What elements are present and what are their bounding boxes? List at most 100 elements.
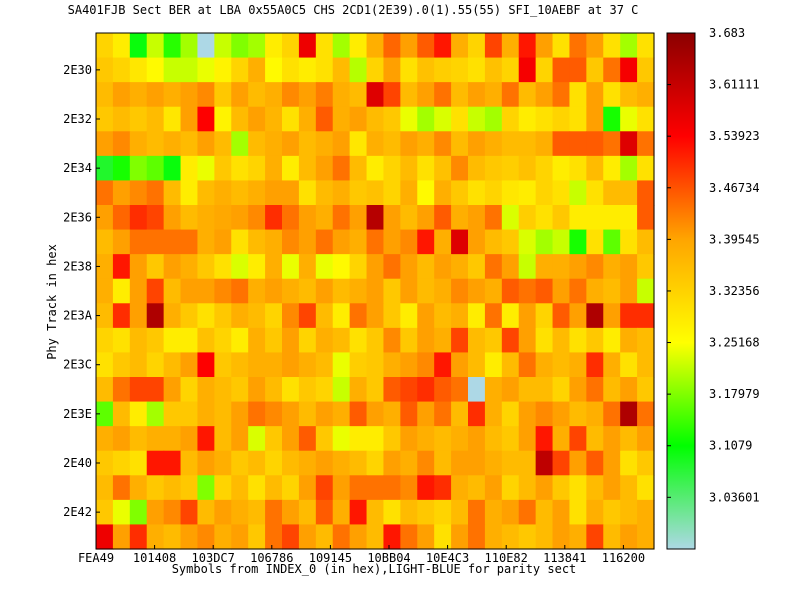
heatmap-cell [518,475,537,501]
heatmap-cell [231,180,249,206]
heatmap-cell [569,57,587,83]
heatmap-cell [231,499,249,526]
heatmap-cell [637,254,655,280]
heatmap-cell [637,155,655,182]
heatmap-cell [383,327,401,354]
heatmap-cell [96,229,114,255]
heatmap-cell [366,352,385,378]
heatmap-cell [146,426,165,452]
heatmap-cell [282,205,300,231]
heatmap-cell [434,57,452,83]
heatmap-cell [383,278,401,304]
heatmap-cell [146,499,165,526]
heatmap-cell [112,180,131,206]
heatmap-cell [603,254,621,280]
heatmap-cell [96,278,114,304]
heatmap-cell [231,82,249,108]
heatmap-cell [298,377,317,403]
heatmap-cell [501,155,520,182]
heatmap-cell [129,401,148,427]
heatmap-cell [214,426,232,452]
heatmap-cell [112,278,131,304]
heatmap-cell [163,229,182,255]
heatmap-cell [468,57,486,83]
heatmap-cell [298,327,317,354]
heatmap-cell [383,352,401,378]
heatmap-cell [231,303,249,329]
heatmap-cell [146,377,165,403]
heatmap-cell [163,131,182,157]
heatmap-cell [434,352,452,378]
heatmap-cell [349,475,368,501]
heatmap-cell [434,131,452,157]
heatmap-cell [434,278,452,304]
heatmap-cell [434,106,452,132]
heatmap-cell [282,57,300,83]
heatmap-cell [518,352,537,378]
heatmap-cell [501,499,520,526]
heatmap-cell [468,352,486,378]
heatmap-cell [248,254,266,280]
heatmap-cell [265,303,283,329]
heatmap-cell [332,303,351,329]
heatmap-cell [586,377,604,403]
heatmap-cell [112,106,131,132]
x-axis-label: Symbols from INDEX_0 (in hex),LIGHT-BLUE… [172,562,577,576]
heatmap-cell [434,155,452,182]
heatmap-cell [586,352,604,378]
heatmap-cell [366,131,385,157]
heatmap-cell [349,57,368,83]
heatmap-cell [518,524,537,550]
heatmap-cell [349,106,368,132]
heatmap-cell [468,327,486,354]
heatmap-cell [400,33,418,59]
heatmap-cell [400,524,418,550]
heatmap-cell [518,205,537,231]
heatmap-cell [484,327,503,354]
heatmap-cell [434,450,452,476]
heatmap-cell [366,327,385,354]
heatmap-cell [637,524,655,550]
heatmap-cell [383,475,401,501]
x-tick-label: 116200 [602,551,645,565]
heatmap-cell [468,450,486,476]
heatmap-cell [620,327,638,354]
y-tick-label: 2E3C [63,358,92,372]
heatmap-cell [180,352,199,378]
heatmap-cell [315,278,334,304]
heatmap-cell [129,131,148,157]
heatmap-cell [468,82,486,108]
heatmap-cell [298,524,317,550]
heatmap-cell [400,155,418,182]
heatmap-cell [451,254,469,280]
heatmap-cell [96,205,114,231]
heatmap-cell [603,327,621,354]
heatmap-cell [163,426,182,452]
heatmap-cell [366,205,385,231]
heatmap-cell [417,499,435,526]
heatmap-cell [96,131,114,157]
heatmap-cell [417,254,435,280]
heatmap-cell [248,229,266,255]
heatmap-cell [265,229,283,255]
heatmap-cell [620,524,638,550]
x-tick-label: FEA49 [78,551,114,565]
heatmap-cell [417,377,435,403]
heatmap-cell [96,82,114,108]
heatmap-cell [569,106,587,132]
heatmap-cell [552,33,571,59]
heatmap-cell [96,352,114,378]
heatmap-cell [129,499,148,526]
heatmap-cell [197,377,215,403]
heatmap-cell [214,401,232,427]
heatmap-cell [349,352,368,378]
heatmap-cell [163,499,182,526]
heatmap-cell [112,155,131,182]
y-tick-label: 2E38 [63,259,92,273]
heatmap-cell [552,524,571,550]
heatmap-cell [468,303,486,329]
heatmap-cell [383,229,401,255]
heatmap-cell [451,106,469,132]
heatmap-cell [298,352,317,378]
heatmap-cell [569,33,587,59]
